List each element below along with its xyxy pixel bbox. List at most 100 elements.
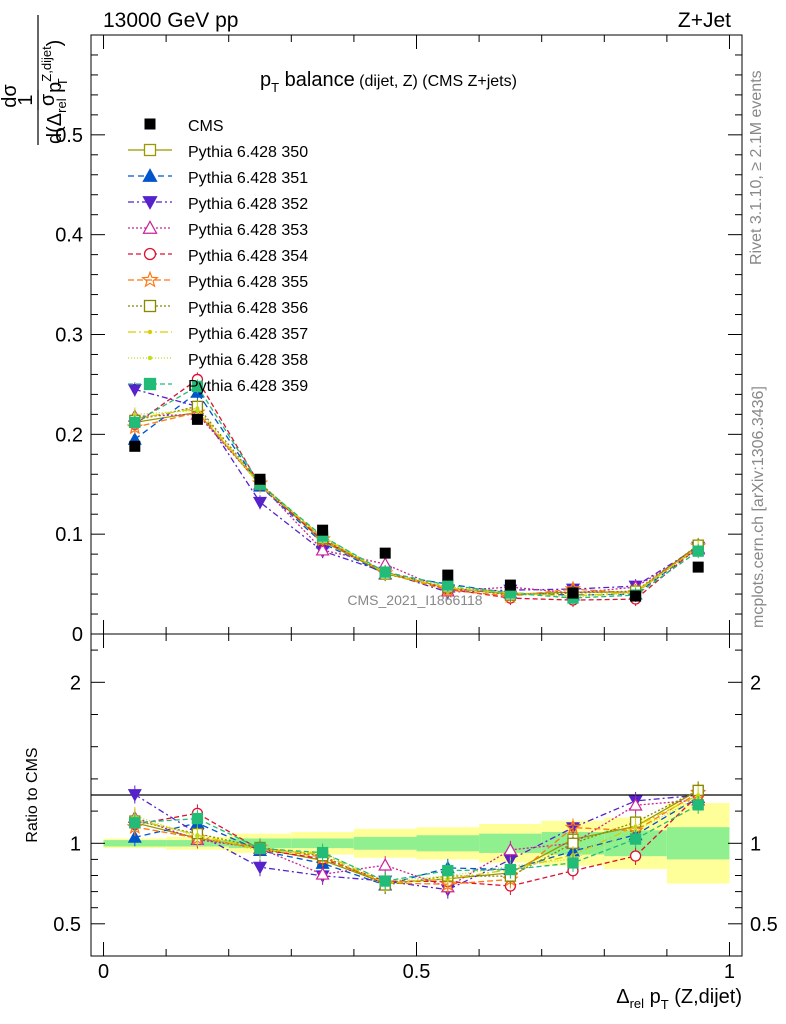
main-y-tick-label: 0: [72, 624, 83, 646]
legend-label: Pythia 6.428 352: [188, 196, 308, 213]
y-axis-dsigma: dσ: [0, 84, 21, 108]
series-ratio-point: [315, 867, 330, 880]
x-tick-label: 0.5: [403, 961, 431, 983]
ratio-band-inner: [291, 838, 354, 849]
cms-data-point: [692, 561, 704, 573]
mcplots-label: mcplots.cern.ch [arXiv:1306.3436]: [750, 386, 767, 628]
analysis-watermark: CMS_2021_I1866118: [347, 592, 482, 608]
cms-data-point: [254, 473, 266, 485]
ratio-y-tick-label-right: 0.5: [750, 914, 778, 936]
legend-label: Pythia 6.428 354: [188, 248, 308, 265]
ratio-band-inner: [666, 827, 730, 860]
legend-marker: [142, 196, 158, 210]
series-ratio-line: [134, 794, 699, 884]
legend-label: Pythia 6.428 356: [188, 300, 308, 317]
series-ratio-point: [127, 830, 142, 843]
ratio-y-tick-label: 1: [70, 833, 81, 855]
legend-marker: [142, 168, 158, 182]
legend-marker: [147, 355, 153, 361]
cms-data-point: [504, 579, 516, 591]
main-y-tick-label: 0.1: [55, 524, 83, 546]
ratio-y-tick-label-right: 1: [750, 833, 761, 855]
legend-cms-marker: [144, 118, 156, 130]
series-main-line: [134, 411, 699, 597]
series-main-line: [134, 391, 699, 596]
series-ratio-point: [127, 789, 142, 802]
series-main-line: [134, 407, 699, 597]
ratio-y-tick-label: 2: [70, 672, 81, 694]
series-main-line: [134, 388, 699, 593]
rivet-version-label: Rivet 3.1.10, ≥ 2.1M events: [748, 70, 765, 265]
series-ratio-point: [564, 818, 582, 835]
series-ratio-line: [134, 793, 699, 891]
series-ratio-line: [134, 789, 699, 886]
cms-data-point: [442, 569, 454, 581]
legend-label: Pythia 6.428 355: [188, 274, 308, 291]
main-y-tick-label: 0.4: [55, 225, 83, 247]
legend-label: Pythia 6.428 357: [188, 326, 308, 343]
cms-data-point: [630, 590, 642, 602]
series-ratio-point: [629, 833, 642, 845]
legend-marker: [141, 270, 159, 288]
series-ratio-line: [134, 799, 699, 888]
ratio-band-inner: [353, 836, 417, 850]
series-main-line: [134, 409, 699, 598]
legend-label: Pythia 6.428 353: [188, 222, 308, 239]
series-layer: [126, 372, 707, 899]
legend-label: Pythia 6.428 359: [188, 378, 308, 395]
ratio-y-tick-label: 0.5: [53, 914, 81, 936]
legend-marker: [142, 220, 158, 234]
svg-text:1: 1: [15, 94, 37, 105]
series-main-point: [442, 579, 454, 591]
cms-data-point: [129, 440, 141, 452]
svg-text:σ: σ: [37, 93, 59, 106]
series-main-line: [134, 413, 699, 594]
header-right: Z+Jet: [678, 9, 731, 32]
main-y-tick-label: 0.3: [55, 325, 83, 347]
main-y-tick-label: 0.2: [55, 424, 83, 446]
header-left: 13000 GeV pp: [103, 9, 238, 32]
series-main-point: [191, 380, 204, 393]
series-ratio-point: [503, 842, 518, 856]
series-main-point: [127, 384, 142, 397]
series-main-line: [134, 385, 699, 599]
x-axis-label: Δrel pT (Z,dijet): [616, 986, 742, 1012]
ratio-y-tick-label-right: 2: [750, 672, 761, 694]
legend-marker: [143, 299, 157, 313]
legend-marker: [143, 247, 157, 261]
cms-data: [129, 413, 704, 602]
x-tick-label: 1: [724, 961, 735, 983]
series-ratio-point: [442, 864, 454, 877]
series-ratio-point: [628, 797, 643, 811]
series-ratio-point: [692, 799, 704, 811]
legend-label: Pythia 6.428 358: [188, 352, 308, 369]
series-ratio-point: [567, 857, 579, 869]
series-main-point: [129, 416, 141, 429]
legend-label: Pythia 6.428 351: [188, 170, 308, 187]
cms-data-point: [379, 547, 391, 559]
ratio-y-axis-label: Ratio to CMS: [24, 747, 41, 842]
plot-title: pT balance (dijet, Z) (CMS Z+jets): [260, 69, 517, 95]
series-main-point: [252, 496, 268, 510]
series-main-point: [132, 412, 137, 417]
series-ratio-point: [254, 842, 266, 855]
legend-label: Pythia 6.428 350: [188, 144, 308, 161]
series-ratio-point: [629, 850, 642, 862]
series-ratio-point: [316, 846, 329, 859]
series-main-point: [195, 408, 200, 413]
series-ratio-point: [195, 834, 200, 839]
legend-marker: [147, 329, 153, 335]
axis-ticks: 0 0.1 0.2 0.3 0.4 0.5 0 0.5 1 0.5 0.5 1 1 2 2: [53, 35, 778, 983]
series-ratio-point: [379, 875, 391, 887]
ratio-band-inner: [416, 835, 480, 852]
x-tick-label: 0: [98, 961, 109, 983]
series-ratio-point: [191, 812, 204, 825]
series-ratio-point: [129, 817, 141, 829]
legend-marker: [143, 143, 157, 157]
legend-marker: [143, 377, 157, 391]
main-y-tick-label: 0.5: [55, 125, 83, 147]
series-main-line: [134, 405, 699, 596]
series-ratio-point: [504, 863, 517, 876]
series-main-point: [315, 542, 330, 556]
